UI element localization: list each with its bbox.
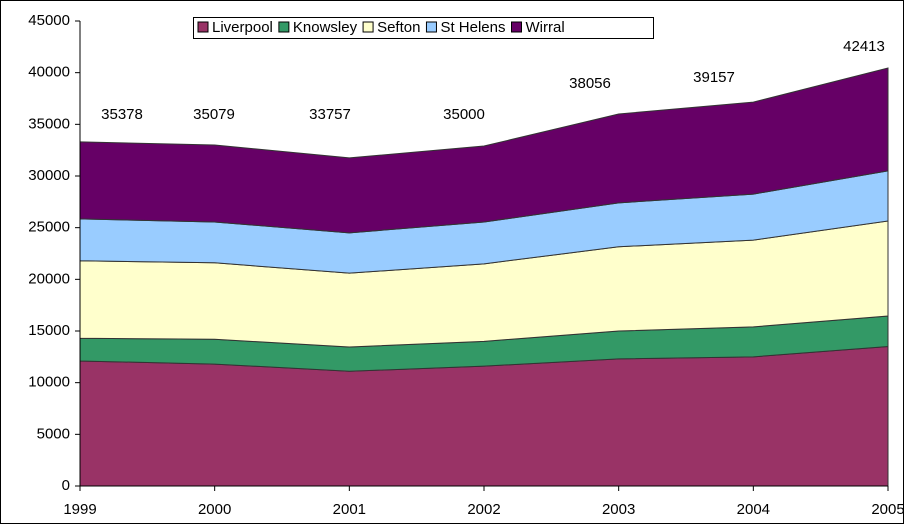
x-tick-label: 2004 (737, 501, 770, 518)
legend-label: Sefton (377, 19, 420, 36)
y-tick-label: 45000 (28, 12, 70, 29)
annotation: 35378 (101, 106, 143, 123)
y-tick-label: 25000 (28, 219, 70, 236)
legend-label: Wirral (526, 19, 565, 36)
legend-swatch (278, 21, 290, 33)
annotation: 38056 (569, 75, 611, 92)
legend-swatch (425, 21, 437, 33)
x-tick-label: 2001 (333, 501, 366, 518)
x-tick-label: 2005 (871, 501, 904, 518)
legend-swatch (197, 21, 209, 33)
annotation: 39157 (693, 69, 735, 86)
y-tick-label: 20000 (28, 270, 70, 287)
y-tick-label: 0 (62, 477, 70, 494)
annotation: 42413 (843, 38, 885, 55)
y-tick-label: 10000 (28, 374, 70, 391)
x-tick-label: 2002 (467, 501, 500, 518)
area (79, 345, 889, 487)
y-tick-label: 5000 (37, 425, 70, 442)
y-tick-label: 40000 (28, 64, 70, 81)
y-tick-label: 30000 (28, 167, 70, 184)
legend: Liverpool Knowsley Sefton St Helens Wirral (193, 17, 654, 39)
legend-label: Liverpool (212, 19, 273, 36)
annotation: 35079 (193, 106, 235, 123)
annotation: 35000 (443, 106, 485, 123)
legend-box (193, 17, 654, 39)
y-tick-label: 35000 (28, 115, 70, 132)
x-tick-label: 2003 (602, 501, 635, 518)
legend-swatch (362, 21, 374, 33)
legend-label: Knowsley (293, 19, 358, 36)
x-tick-label: 2000 (198, 501, 231, 518)
y-tick-label: 15000 (28, 322, 70, 339)
area (79, 67, 889, 234)
x-tick-label: 1999 (63, 501, 96, 518)
annotation: 33757 (309, 106, 351, 123)
legend-swatch (511, 21, 522, 33)
legend-label: St Helens (440, 19, 505, 36)
